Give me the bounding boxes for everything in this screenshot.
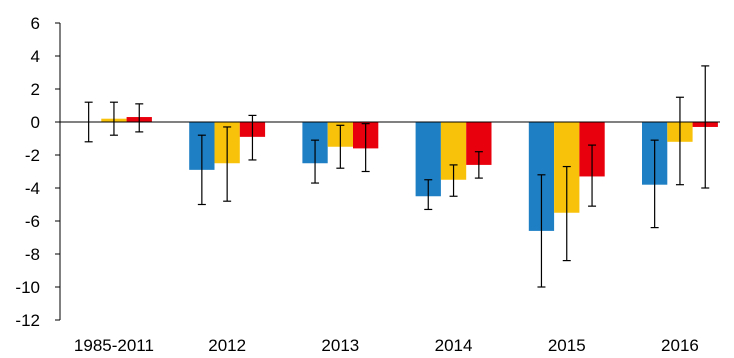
x-tick-label: 2013 [321, 336, 359, 355]
y-tick-label: 6 [31, 14, 40, 33]
y-tick-label: -10 [15, 278, 40, 297]
axes [59, 23, 720, 320]
y-tick-label: -8 [25, 245, 40, 264]
x-axis: 1985-2011 2012 2013 2014 2015 2016 [74, 336, 699, 355]
error-bar-group [84, 65, 710, 288]
y-tick-label: 4 [31, 47, 40, 66]
y-tick-label: 2 [31, 80, 40, 99]
x-tick-label: 2016 [661, 336, 699, 355]
x-tick-label: 2014 [435, 336, 473, 355]
y-tick-label: 0 [31, 113, 40, 132]
y-tick-label: -12 [15, 311, 40, 330]
y-tick-label: -6 [25, 212, 40, 231]
y-tick-label: -2 [25, 146, 40, 165]
x-tick-label: 1985-2011 [74, 336, 154, 355]
x-tick-label: 2012 [208, 336, 246, 355]
bar-series-group [76, 117, 718, 231]
x-tick-label: 2015 [548, 336, 586, 355]
y-tick-label: -4 [25, 179, 40, 198]
y-axis: 6 4 2 0 -2 -4 -6 -8 -10 -12 [15, 14, 60, 330]
